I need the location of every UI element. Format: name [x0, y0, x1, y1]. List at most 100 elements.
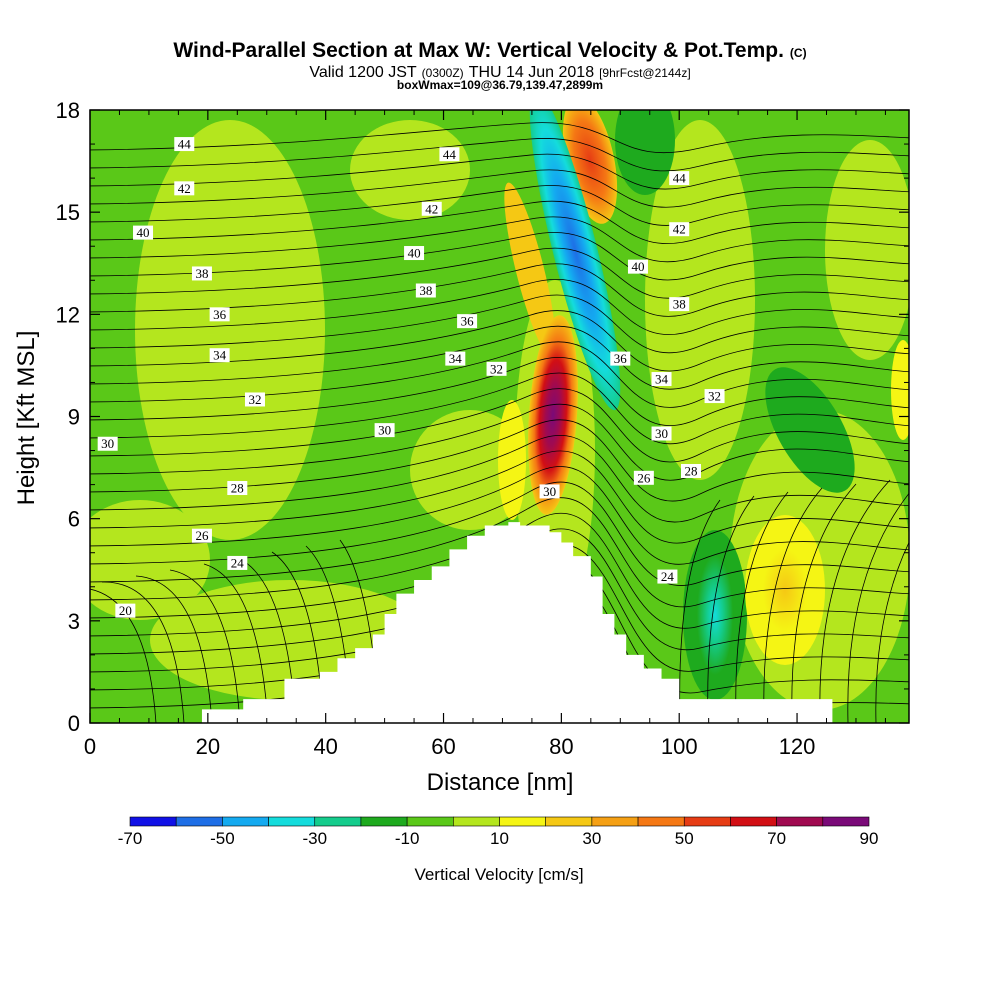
- y-tick-label: 6: [68, 507, 80, 532]
- colorbar-swatch: [499, 816, 546, 827]
- colorbar-tick-label: -50: [210, 829, 235, 848]
- theta-label-text: 40: [408, 246, 421, 261]
- theta-label-box: [227, 555, 248, 570]
- velocity-cell-15: [504, 182, 556, 358]
- theta-label-box: [486, 361, 507, 376]
- theta-label-box: [244, 392, 265, 407]
- colorbar-swatch: [175, 816, 223, 827]
- colorbar-swatch: [406, 816, 454, 827]
- theta-isentrope-low: [707, 495, 755, 723]
- theta-isentrope-low: [203, 563, 269, 723]
- theta-label-text: 26: [637, 470, 651, 485]
- theta-label-box: [680, 463, 701, 478]
- velocity-cell-3: [350, 120, 470, 220]
- x-axis-label: Distance [nm]: [427, 769, 574, 796]
- theta-isentrope: [90, 153, 909, 190]
- theta-label-box: [704, 389, 725, 404]
- theta-label-text: 44: [673, 171, 687, 186]
- theta-label: 36: [457, 314, 478, 329]
- theta-label-text: 34: [449, 351, 463, 366]
- theta-label-box: [421, 201, 442, 216]
- y-tick-label: 12: [56, 302, 80, 327]
- theta-label-box: [209, 307, 230, 322]
- colorbar-label: Vertical Velocity [cm/s]: [414, 865, 583, 884]
- theta-label: 34: [209, 348, 230, 363]
- theta-label-box: [657, 569, 678, 584]
- theta-label-text: 32: [490, 361, 503, 376]
- theta-label-text: 32: [248, 392, 261, 407]
- y-tick-label: 18: [56, 98, 80, 123]
- theta-label: 40: [133, 225, 154, 240]
- theta-label: 32: [244, 392, 265, 407]
- x-tick-label: 0: [84, 734, 96, 759]
- velocity-cell-13: [745, 515, 825, 665]
- theta-label: 40: [404, 246, 425, 261]
- theta-label-box: [651, 426, 672, 441]
- theta-label-text: 30: [378, 423, 391, 438]
- velocity-cell-12: [697, 555, 733, 675]
- theta-isentrope: [90, 481, 909, 586]
- velocity-cell-9: [615, 110, 675, 195]
- theta-label: 24: [227, 555, 248, 570]
- colorbar-swatch: [822, 816, 870, 827]
- theta-label-text: 38: [195, 266, 208, 281]
- theta-contour-labels: 44 44 44 42 42 42 40 40 40 38 38 38 36 36 36 34 34 34 32 32…: [97, 137, 725, 618]
- theta-label: 24: [657, 569, 678, 584]
- y-tick-label: 9: [68, 405, 80, 430]
- theta-isentrope-low: [90, 588, 157, 723]
- x-tick-label: 120: [779, 734, 816, 759]
- theta-label: 30: [651, 426, 672, 441]
- theta-label-box: [669, 222, 690, 237]
- theta-label: 44: [439, 147, 460, 162]
- theta-label: 40: [627, 259, 648, 274]
- theta-label: 38: [191, 266, 212, 281]
- colorbar-tick-label: 90: [860, 829, 879, 848]
- theta-label-box: [457, 314, 478, 329]
- theta-isentrope: [90, 122, 909, 154]
- y-tick-label: 0: [68, 711, 80, 736]
- colorbar-tick-label: 70: [767, 829, 786, 848]
- theta-isentrope: [90, 419, 909, 502]
- colorbar-tick-label: -70: [118, 829, 143, 848]
- theta-label-text: 42: [673, 222, 686, 237]
- theta-label: 34: [445, 351, 466, 366]
- theta-isentrope-low: [735, 491, 789, 723]
- x-tick-label: 100: [661, 734, 698, 759]
- theta-label-box: [633, 470, 654, 485]
- x-tick-label: 40: [313, 734, 337, 759]
- theta-label-box: [97, 436, 118, 451]
- theta-isentrope: [90, 138, 909, 172]
- theta-label-box: [651, 372, 672, 387]
- theta-isentrope: [90, 435, 909, 523]
- colorbar-swatch: [545, 816, 593, 827]
- theta-isentrope-low: [763, 487, 823, 723]
- theta-isentrope: [90, 278, 909, 335]
- theta-label-text: 36: [461, 314, 475, 329]
- theta-label-box: [404, 246, 425, 261]
- theta-label: 30: [97, 436, 118, 451]
- theta-isentrope: [90, 497, 909, 608]
- theta-label: 38: [415, 283, 436, 298]
- theta-label: 32: [704, 389, 725, 404]
- velocity-cell-1: [90, 500, 210, 620]
- theta-label-box: [539, 484, 560, 499]
- theta-label-text: 24: [231, 555, 245, 570]
- theta-label-box: [669, 297, 690, 312]
- theta-label: 38: [669, 297, 690, 312]
- theta-label: 44: [174, 137, 195, 152]
- x-tick-label: 80: [549, 734, 573, 759]
- theta-label-box: [610, 351, 631, 366]
- theta-label-text: 36: [213, 307, 227, 322]
- theta-label: 26: [191, 528, 212, 543]
- theta-label-text: 30: [101, 436, 114, 451]
- theta-isentrope-low: [679, 499, 721, 723]
- theta-label-box: [669, 171, 690, 186]
- theta-label-box: [415, 283, 436, 298]
- velocity-cell-17: [528, 315, 578, 515]
- chart-title: Wind-Parallel Section at Max W: Vertical…: [173, 39, 806, 62]
- theta-label: 26: [633, 470, 654, 485]
- x-tick-label: 60: [431, 734, 455, 759]
- theta-label-box: [209, 348, 230, 363]
- theta-label: 36: [610, 351, 631, 366]
- theta-label: 42: [421, 201, 442, 216]
